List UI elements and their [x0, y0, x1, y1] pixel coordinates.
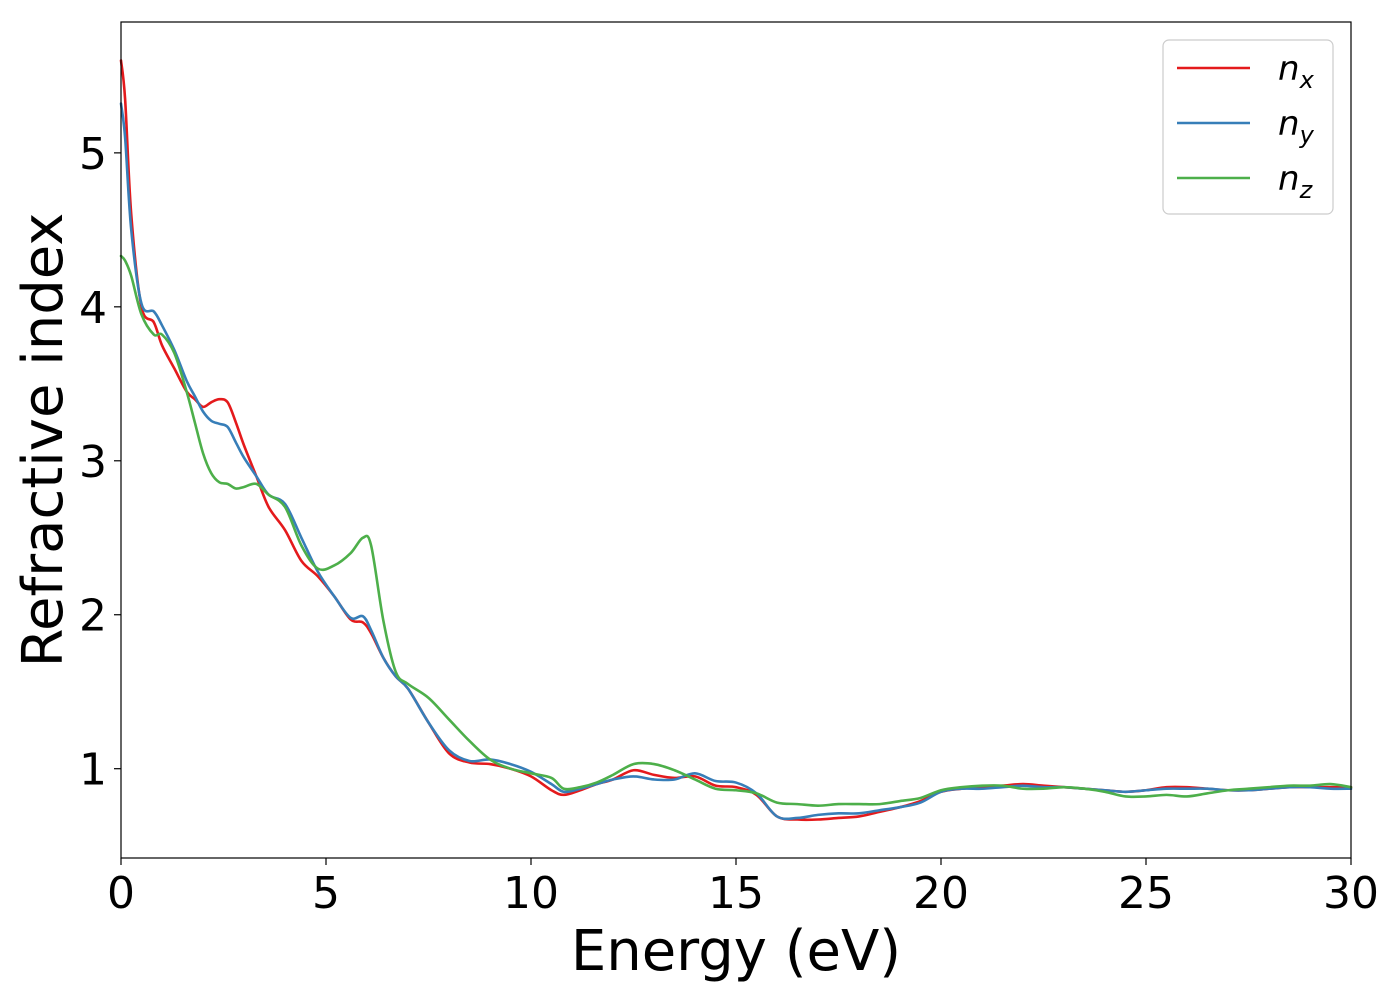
- y-tick-label: 3: [79, 437, 107, 488]
- legend-label-nz: nz: [1278, 159, 1314, 204]
- legend-label-base: n: [1278, 49, 1300, 89]
- x-tick-label: 20: [913, 868, 969, 919]
- x-tick-label: 25: [1118, 868, 1174, 919]
- x-tick-label: 0: [107, 868, 135, 919]
- series-line-nz: [119, 254, 1353, 807]
- legend-label-ny: ny: [1278, 104, 1315, 149]
- legend-label-subscript: x: [1299, 66, 1315, 94]
- legend-box: [1162, 39, 1334, 215]
- legend-label-subscript: y: [1299, 121, 1315, 149]
- legend-label-base: n: [1278, 159, 1300, 199]
- y-axis-label: Refractive index: [11, 213, 76, 668]
- y-tick-label: 5: [79, 129, 107, 180]
- legend-label-base: n: [1278, 104, 1300, 144]
- legend-label-nx: nx: [1278, 49, 1315, 94]
- y-tick-label: 2: [79, 591, 107, 642]
- y-tick-label: 4: [79, 283, 107, 334]
- y-axis-ticks: 1 2 3 4 5: [79, 129, 121, 796]
- series-layer: [119, 59, 1353, 822]
- x-tick-label: 30: [1323, 868, 1379, 919]
- x-axis-ticks: 0 5 10 15 20 25 30: [107, 858, 1379, 919]
- x-tick-label: 15: [708, 868, 764, 919]
- x-axis-label: Energy (eV): [571, 919, 901, 984]
- legend-label-subscript: z: [1299, 176, 1314, 204]
- x-tick-label: 5: [312, 868, 340, 919]
- y-tick-label: 1: [79, 745, 107, 796]
- x-tick-label: 10: [503, 868, 559, 919]
